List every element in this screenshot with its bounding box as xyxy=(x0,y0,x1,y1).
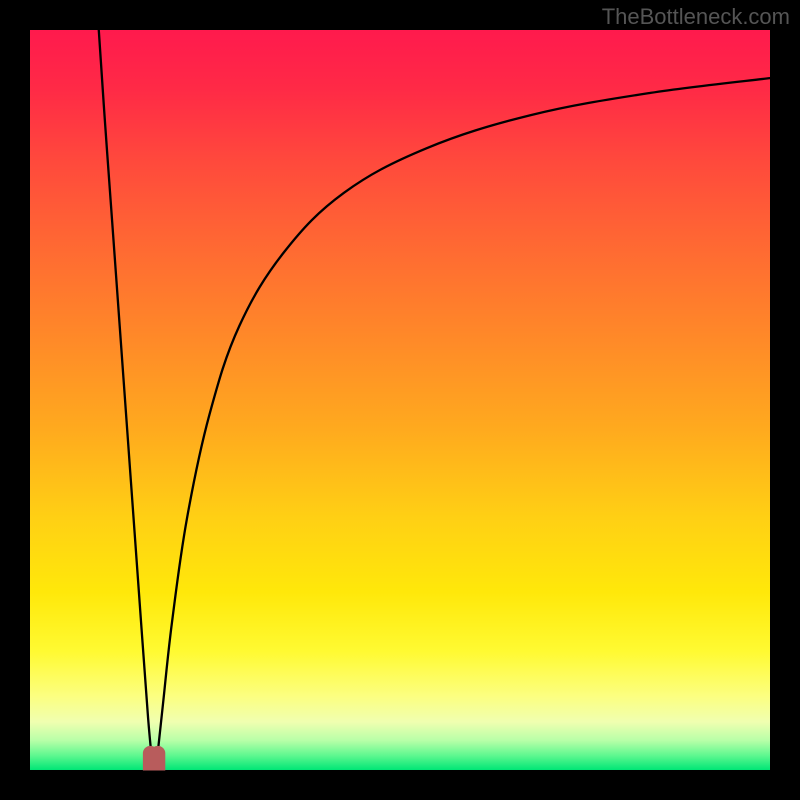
chart-stage: TheBottleneck.com xyxy=(0,0,800,800)
watermark-text: TheBottleneck.com xyxy=(602,4,790,30)
plot-background xyxy=(30,30,770,770)
optimal-marker xyxy=(143,746,164,770)
bottleneck-chart xyxy=(0,0,800,800)
